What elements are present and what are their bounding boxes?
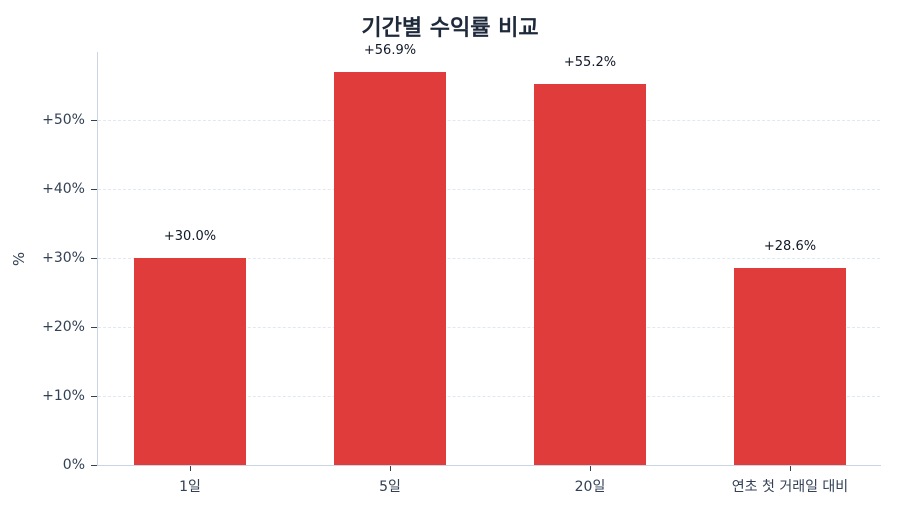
x-tick-label: 연초 첫 거래일 대비 xyxy=(731,479,849,495)
bar-value-label: +28.6% xyxy=(763,238,817,254)
bar xyxy=(134,258,246,465)
gridline xyxy=(98,327,880,328)
gridline xyxy=(98,189,880,190)
bar-value-label: +55.2% xyxy=(563,55,617,71)
x-tick-mark xyxy=(590,466,591,471)
gridline xyxy=(98,396,880,397)
y-axis-line xyxy=(97,52,98,466)
chart-title: 기간별 수익률 비교 xyxy=(361,16,539,41)
y-tick-label: +20% xyxy=(42,319,85,335)
y-tick-mark xyxy=(91,465,97,466)
y-tick-mark xyxy=(91,120,97,121)
y-tick-label: 0% xyxy=(62,457,85,473)
x-tick-label: 20일 xyxy=(574,479,606,495)
x-tick-label: 1일 xyxy=(179,479,201,495)
x-tick-mark xyxy=(790,466,791,471)
y-tick-label: +50% xyxy=(42,112,85,128)
y-axis-label: % xyxy=(10,251,29,267)
y-tick-mark xyxy=(91,258,97,259)
x-tick-mark xyxy=(390,466,391,471)
y-tick-mark xyxy=(91,189,97,190)
bar xyxy=(334,72,446,465)
y-tick-label: +10% xyxy=(42,388,85,404)
gridline xyxy=(98,258,880,259)
x-tick-label: 5일 xyxy=(379,479,401,495)
bar xyxy=(734,267,846,465)
gridline xyxy=(98,120,880,121)
y-tick-label: +30% xyxy=(42,250,85,266)
y-tick-label: +40% xyxy=(42,181,85,197)
bar-value-label: +30.0% xyxy=(163,229,217,244)
y-tick-mark xyxy=(91,396,97,397)
x-tick-mark xyxy=(190,466,191,471)
bar-value-label: +56.9% xyxy=(363,43,417,59)
y-tick-mark xyxy=(91,327,97,328)
bar xyxy=(534,84,646,465)
x-axis-line xyxy=(97,465,881,466)
